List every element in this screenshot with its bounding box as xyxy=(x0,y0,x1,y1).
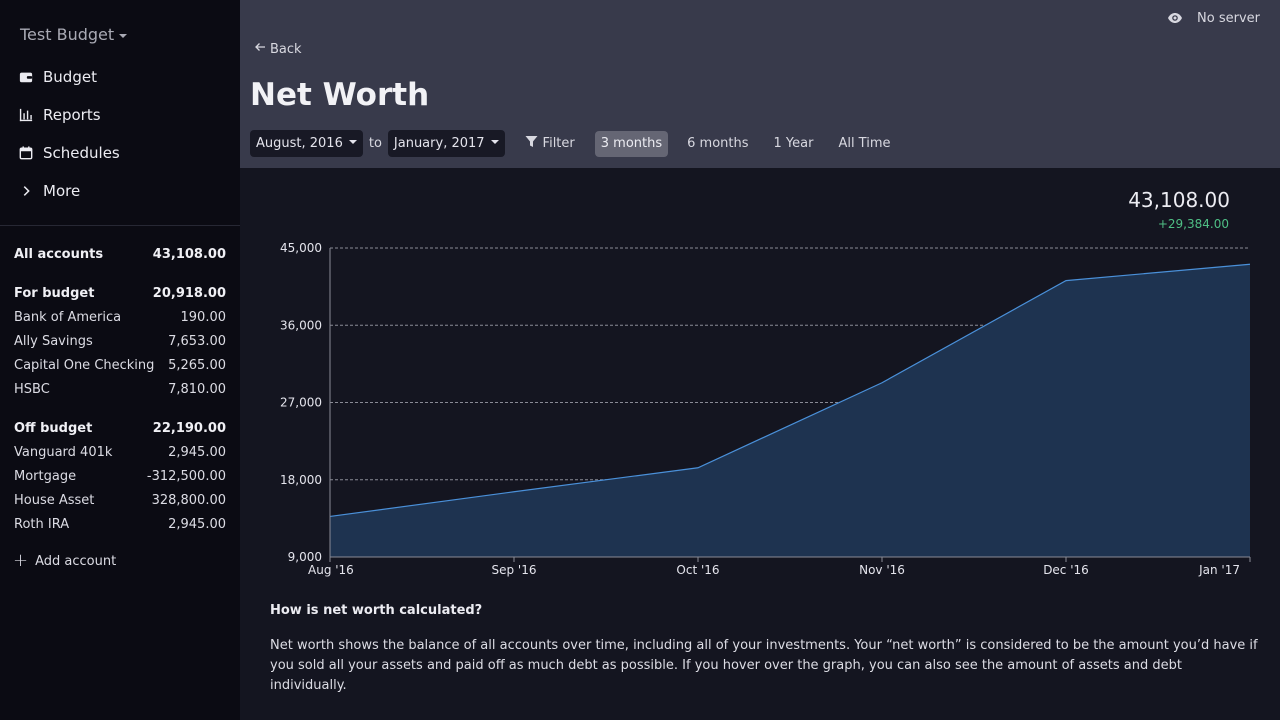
info-title: How is net worth calculated? xyxy=(270,603,483,618)
y-tick-label: 9,000 xyxy=(288,550,322,564)
chart-area xyxy=(330,264,1250,557)
nav-item-reports[interactable]: Reports xyxy=(0,96,240,134)
account-row[interactable]: Vanguard 401k 2,945.00 xyxy=(14,440,226,464)
y-tick-label: 36,000 xyxy=(280,318,322,332)
account-balance: 5,265.00 xyxy=(168,357,226,373)
account-balance: -312,500.00 xyxy=(146,468,226,484)
wallet-icon xyxy=(19,70,33,84)
nav-item-label: Schedules xyxy=(43,144,120,162)
range-1-year-button[interactable]: 1 Year xyxy=(773,136,814,151)
account-balance: 2,945.00 xyxy=(168,516,226,532)
nav-item-label: More xyxy=(43,182,81,200)
net-worth-chart[interactable]: 9,000 18,000 27,000 36,000 45,000 Aug '16 Sep… xyxy=(240,240,1270,585)
start-month-select[interactable]: August, 2016 xyxy=(250,130,363,157)
x-axis-labels: Aug '16 Sep '16 Oct '16 Nov '16 Dec '16 Jan '… xyxy=(308,556,1251,577)
sidebar-nav: Budget Reports Schedules More xyxy=(0,58,240,210)
account-row[interactable]: Roth IRA 2,945.00 xyxy=(14,512,226,536)
sidebar: Test Budget Budget Reports Schedules xyxy=(0,0,240,720)
account-balance: 190.00 xyxy=(180,309,227,325)
account-row[interactable]: Ally Savings 7,653.00 xyxy=(14,329,226,353)
range-all-time-button[interactable]: All Time xyxy=(838,136,891,151)
budget-name-menu[interactable]: Test Budget xyxy=(20,25,128,44)
account-group-label: All accounts xyxy=(14,246,104,262)
net-worth-total: 43,108.00 xyxy=(1128,188,1230,212)
nav-item-schedules[interactable]: Schedules xyxy=(0,134,240,172)
account-balance: 2,945.00 xyxy=(168,444,226,460)
x-tick-label: Nov '16 xyxy=(859,563,905,577)
nav-item-label: Reports xyxy=(43,106,101,124)
topbar-right: No server xyxy=(1167,10,1260,26)
report-controls: August, 2016 to January, 2017 Filter 3 m… xyxy=(250,130,897,157)
account-name: Mortgage xyxy=(14,468,77,484)
account-name: Capital One Checking xyxy=(14,357,155,373)
y-tick-label: 18,000 xyxy=(280,473,322,487)
caret-down-icon xyxy=(348,139,357,144)
chart-line xyxy=(329,263,1251,518)
filter-label: Filter xyxy=(542,136,575,151)
sidebar-divider xyxy=(0,225,240,226)
y-tick-label: 45,000 xyxy=(280,241,322,255)
range-6-months-button[interactable]: 6 months xyxy=(687,136,749,151)
budget-name: Test Budget xyxy=(20,25,115,44)
filter-icon xyxy=(525,135,538,152)
account-balance: 7,810.00 xyxy=(168,381,226,397)
account-name: HSBC xyxy=(14,381,50,397)
caret-down-icon xyxy=(490,139,499,144)
x-tick-label: Jan '17 xyxy=(1198,563,1240,577)
nav-item-label: Budget xyxy=(43,68,97,86)
account-name: Vanguard 401k xyxy=(14,444,113,460)
account-group-label: For budget xyxy=(14,285,95,301)
x-tick-label: Oct '16 xyxy=(676,563,719,577)
add-account-button[interactable]: + Add account xyxy=(13,552,116,570)
account-balance: 328,800.00 xyxy=(151,492,226,508)
account-name: Roth IRA xyxy=(14,516,70,532)
page-title: Net Worth xyxy=(250,77,430,113)
account-row[interactable]: House Asset 328,800.00 xyxy=(14,488,226,512)
account-list: All accounts 43,108.00 For budget 20,918… xyxy=(14,242,226,536)
end-month-select[interactable]: January, 2017 xyxy=(387,130,505,157)
arrow-left-icon xyxy=(254,41,266,57)
eye-icon[interactable] xyxy=(1167,10,1183,26)
filter-button[interactable]: Filter xyxy=(525,135,575,152)
account-name: Ally Savings xyxy=(14,333,93,349)
plus-icon: + xyxy=(13,550,29,571)
account-row[interactable]: Capital One Checking 5,265.00 xyxy=(14,353,226,377)
range-3-months-button[interactable]: 3 months xyxy=(594,130,669,157)
info-body: Net worth shows the balance of all accou… xyxy=(270,638,1258,693)
server-status[interactable]: No server xyxy=(1197,10,1260,26)
calendar-icon xyxy=(19,146,33,160)
account-balance: 7,653.00 xyxy=(168,333,226,349)
end-month-value: January, 2017 xyxy=(393,136,485,151)
back-label: Back xyxy=(270,41,302,57)
account-row[interactable]: Mortgage -312,500.00 xyxy=(14,464,226,488)
y-tick-label: 27,000 xyxy=(280,396,322,410)
chevron-right-icon xyxy=(19,184,33,198)
account-row[interactable]: Bank of America 190.00 xyxy=(14,305,226,329)
account-name: Bank of America xyxy=(14,309,122,325)
all-accounts[interactable]: All accounts 43,108.00 xyxy=(14,242,226,266)
account-group-balance: 43,108.00 xyxy=(152,246,226,262)
bar-chart-icon xyxy=(19,108,33,122)
account-group-label: Off budget xyxy=(14,420,93,436)
to-label: to xyxy=(368,136,382,151)
account-row[interactable]: HSBC 7,810.00 xyxy=(14,377,226,401)
x-tick-label: Sep '16 xyxy=(492,563,537,577)
y-axis-labels: 9,000 18,000 27,000 36,000 45,000 xyxy=(280,241,322,564)
start-month-value: August, 2016 xyxy=(256,136,343,151)
nav-item-budget[interactable]: Budget xyxy=(0,58,240,96)
x-tick-label: Aug '16 xyxy=(308,563,354,577)
net-worth-change: +29,384.00 xyxy=(1157,217,1229,231)
caret-down-icon xyxy=(119,33,128,38)
account-group-balance: 22,190.00 xyxy=(152,420,226,436)
off-budget-group[interactable]: Off budget 22,190.00 xyxy=(14,416,226,440)
add-account-label: Add account xyxy=(35,553,117,569)
back-button[interactable]: Back xyxy=(254,41,302,57)
page-header: No server Back Net Worth August, 2016 to… xyxy=(240,0,1280,168)
account-group-balance: 20,918.00 xyxy=(152,285,226,301)
account-name: House Asset xyxy=(14,492,95,508)
for-budget-group[interactable]: For budget 20,918.00 xyxy=(14,281,226,305)
nav-item-more[interactable]: More xyxy=(0,172,240,210)
x-tick-label: Dec '16 xyxy=(1043,563,1089,577)
